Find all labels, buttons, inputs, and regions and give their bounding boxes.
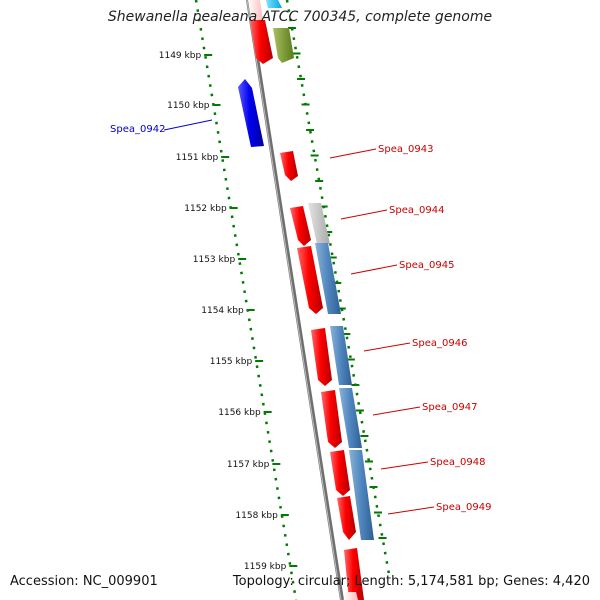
leader-line-spea-0945 (350, 264, 398, 275)
tick-label: 1154 kbp (201, 306, 244, 316)
top-pink-feature (248, 0, 263, 20)
gene-labels: Spea_0942 Spea_0943 Spea_0944 Spea_0945 Spea… (110, 119, 491, 515)
gene-spea-0947-rna (339, 388, 362, 448)
tick-label: 1151 kbp (176, 153, 219, 163)
gene-spea-0946[interactable] (311, 326, 352, 386)
gene-spea-0946-arrow[interactable] (311, 328, 332, 386)
gene-label-spea-0945[interactable]: Spea_0945 (399, 260, 454, 271)
tick-label: 1152 kbp (184, 204, 227, 214)
gene-label-spea-0944[interactable]: Spea_0944 (389, 205, 444, 216)
summary-text: Topology: circular; Length: 5,174,581 bp… (232, 574, 590, 589)
gene-spea-0944-rna (308, 203, 330, 244)
gene-spea-0948-arrow[interactable] (330, 450, 350, 496)
leader-line-spea-0949 (387, 506, 435, 515)
tick-marks: 1149 kbp 1150 kbp 1151 kbp 1152 kbp 1153 kbp… (159, 51, 298, 572)
gene-spea-0944-arrow[interactable] (290, 206, 311, 246)
gene-label-spea-0946[interactable]: Spea_0946 (412, 338, 467, 349)
gene-label-spea-0943[interactable]: Spea_0943 (378, 144, 433, 155)
gene-spea-0947[interactable] (321, 388, 362, 448)
tick-label: 1156 kbp (218, 408, 261, 418)
bottom-pink-feature (344, 592, 358, 600)
gene-label-spea-0942[interactable]: Spea_0942 (110, 124, 165, 135)
tick-label: 1159 kbp (244, 562, 287, 572)
gene-spea-0948[interactable] (330, 450, 374, 540)
leader-line-spea-0946 (363, 342, 411, 352)
gene-spea-0949[interactable] (337, 496, 356, 540)
gene-spea-0945-rna (315, 243, 341, 314)
gene-spea-0942[interactable] (238, 79, 264, 147)
feature-track-bottom (344, 548, 364, 600)
outer-dotted-ring (285, 0, 392, 581)
tick-label: 1150 kbp (167, 101, 210, 111)
gene-label-spea-0949[interactable]: Spea_0949 (436, 502, 491, 513)
tick-label: 1153 kbp (193, 255, 236, 265)
gene-label-spea-0948[interactable]: Spea_0948 (430, 457, 485, 468)
top-cyan-feature (266, 0, 282, 8)
top-green-feature (273, 28, 294, 63)
tick-label: 1155 kbp (210, 357, 253, 367)
leader-line-spea-0948 (380, 461, 429, 470)
gene-spea-0945-arrow[interactable] (297, 246, 323, 314)
gene-spea-0944[interactable] (290, 203, 330, 246)
tick-ring (194, 0, 298, 600)
accession-text: Accession: NC_009901 (10, 574, 158, 589)
top-red-feature (250, 20, 273, 64)
tick-label: 1158 kbp (235, 511, 278, 521)
leader-line-spea-0947 (372, 406, 421, 416)
gene-spea-0948-rna (349, 450, 374, 540)
gene-spea-0946-rna (330, 326, 352, 385)
gene-spea-0949-arrow[interactable] (337, 496, 356, 540)
genome-backbone-highlight (246, 0, 342, 600)
leader-line-spea-0943 (329, 148, 377, 159)
bottom-red-feature (344, 548, 364, 600)
gene-spea-0943[interactable] (280, 151, 298, 181)
leader-line-spea-0944 (340, 209, 388, 220)
gene-label-spea-0947[interactable]: Spea_0947 (422, 402, 477, 413)
gene-spea-0942-arrow[interactable] (238, 79, 264, 147)
gene-spea-0947-arrow[interactable] (321, 390, 342, 448)
feature-track-top (248, 0, 294, 64)
gene-spea-0945[interactable] (297, 243, 341, 314)
page-title: Shewanella pealeana ATCC 700345, complet… (107, 9, 493, 25)
tick-label: 1157 kbp (227, 460, 270, 470)
gene-spea-0943-arrow[interactable] (280, 151, 298, 181)
tick-label: 1149 kbp (159, 51, 202, 61)
genome-backbone (246, 0, 344, 600)
leader-line-spea-0942 (163, 119, 213, 131)
